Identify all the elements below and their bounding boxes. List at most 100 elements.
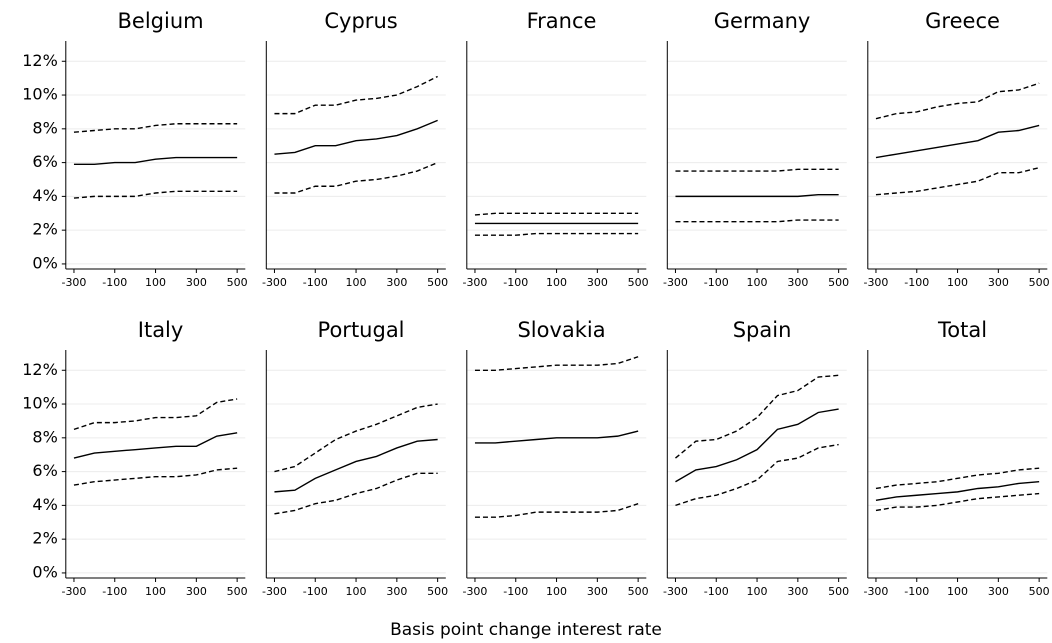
panel-title: Cyprus bbox=[324, 9, 397, 33]
series-line bbox=[474, 212, 639, 216]
panel-title: France bbox=[527, 9, 597, 33]
series-line bbox=[675, 193, 839, 198]
series-line bbox=[474, 503, 639, 518]
panel-title: Total bbox=[937, 318, 987, 342]
panel-title: Greece bbox=[925, 9, 1000, 33]
x-tick-label: -100 bbox=[102, 585, 127, 598]
x-tick-label: -300 bbox=[863, 276, 888, 289]
x-tick-label: -300 bbox=[663, 276, 688, 289]
x-tick-label: 500 bbox=[628, 585, 649, 598]
series-line bbox=[73, 432, 238, 459]
x-tick-label: 100 bbox=[145, 585, 166, 598]
x-tick-label: -300 bbox=[663, 585, 688, 598]
y-tick-label: 10% bbox=[22, 394, 58, 413]
x-tick-label: 500 bbox=[227, 276, 248, 289]
series-line bbox=[675, 374, 839, 459]
series-line bbox=[274, 119, 438, 155]
x-tick-label: 500 bbox=[1029, 585, 1050, 598]
series-line bbox=[875, 481, 1040, 502]
y-tick-label: 0% bbox=[32, 562, 57, 581]
x-tick-label: 100 bbox=[346, 276, 367, 289]
x-tick-label: -300 bbox=[262, 276, 287, 289]
x-tick-label: 300 bbox=[988, 585, 1009, 598]
x-tick-label: -100 bbox=[303, 585, 328, 598]
panel-title: Belgium bbox=[118, 9, 204, 33]
x-tick-label: 500 bbox=[427, 585, 448, 598]
panel-title: Portugal bbox=[318, 318, 405, 342]
x-tick-label: 500 bbox=[828, 276, 849, 289]
series-line bbox=[474, 356, 639, 371]
series-line bbox=[274, 438, 438, 493]
series-line bbox=[474, 232, 639, 236]
series-line bbox=[474, 430, 639, 444]
series-line bbox=[675, 168, 839, 172]
x-tick-label: 100 bbox=[947, 276, 968, 289]
x-tick-label: 500 bbox=[628, 276, 649, 289]
x-tick-label: -100 bbox=[704, 585, 729, 598]
y-tick-label: 8% bbox=[32, 118, 57, 137]
x-tick-label: 300 bbox=[787, 276, 808, 289]
series-line bbox=[73, 190, 238, 199]
x-tick-label: -100 bbox=[503, 276, 528, 289]
x-tick-label: 500 bbox=[427, 276, 448, 289]
x-tick-label: -300 bbox=[863, 585, 888, 598]
y-tick-label: 12% bbox=[22, 51, 58, 70]
panel-title: Germany bbox=[714, 9, 811, 33]
y-tick-label: 4% bbox=[32, 186, 57, 205]
x-tick-label: 300 bbox=[787, 585, 808, 598]
x-tick-label: 100 bbox=[747, 276, 768, 289]
series-line bbox=[675, 408, 839, 483]
y-tick-label: 6% bbox=[32, 461, 57, 480]
x-tick-label: -100 bbox=[102, 276, 127, 289]
series-line bbox=[73, 467, 238, 486]
x-tick-label: 500 bbox=[828, 585, 849, 598]
x-tick-label: -300 bbox=[462, 585, 487, 598]
x-tick-label: 100 bbox=[346, 585, 367, 598]
y-tick-label: 10% bbox=[22, 85, 58, 104]
x-tick-label: 500 bbox=[1029, 276, 1050, 289]
y-tick-label: 0% bbox=[32, 253, 57, 272]
x-tick-label: 300 bbox=[186, 276, 207, 289]
x-tick-label: -100 bbox=[904, 276, 929, 289]
series-line bbox=[274, 472, 438, 515]
series-line bbox=[73, 398, 238, 431]
x-tick-label: -300 bbox=[462, 276, 487, 289]
x-axis-label: Basis point change interest rate bbox=[390, 620, 662, 640]
x-tick-label: -100 bbox=[303, 276, 328, 289]
x-tick-label: -300 bbox=[61, 276, 86, 289]
panel-title: Spain bbox=[733, 318, 792, 342]
x-tick-label: 300 bbox=[386, 276, 407, 289]
x-tick-label: 100 bbox=[145, 276, 166, 289]
series-line bbox=[73, 156, 238, 165]
x-tick-label: -100 bbox=[503, 585, 528, 598]
x-tick-label: 100 bbox=[747, 585, 768, 598]
y-tick-label: 8% bbox=[32, 427, 57, 446]
series-line bbox=[875, 492, 1040, 512]
panel-title: Italy bbox=[138, 318, 184, 342]
series-line bbox=[675, 443, 839, 507]
x-tick-label: 300 bbox=[587, 585, 608, 598]
series-line bbox=[875, 82, 1040, 120]
x-tick-label: 300 bbox=[587, 276, 608, 289]
series-line bbox=[274, 75, 438, 115]
x-tick-label: -300 bbox=[61, 585, 86, 598]
x-tick-label: -100 bbox=[704, 276, 729, 289]
x-tick-label: 100 bbox=[546, 276, 567, 289]
series-line bbox=[274, 161, 438, 194]
series-line bbox=[875, 467, 1040, 490]
x-tick-label: -300 bbox=[262, 585, 287, 598]
series-line bbox=[875, 124, 1040, 159]
series-line bbox=[875, 166, 1040, 196]
x-tick-label: 500 bbox=[227, 585, 248, 598]
x-tick-label: 100 bbox=[546, 585, 567, 598]
series-line bbox=[73, 123, 238, 133]
x-tick-label: 300 bbox=[988, 276, 1009, 289]
y-tick-label: 12% bbox=[22, 360, 58, 379]
x-tick-label: 300 bbox=[186, 585, 207, 598]
y-tick-label: 4% bbox=[32, 495, 57, 514]
x-tick-label: -100 bbox=[904, 585, 929, 598]
series-line bbox=[675, 219, 839, 223]
panel-title: Slovakia bbox=[517, 318, 605, 342]
y-tick-label: 6% bbox=[32, 152, 57, 171]
